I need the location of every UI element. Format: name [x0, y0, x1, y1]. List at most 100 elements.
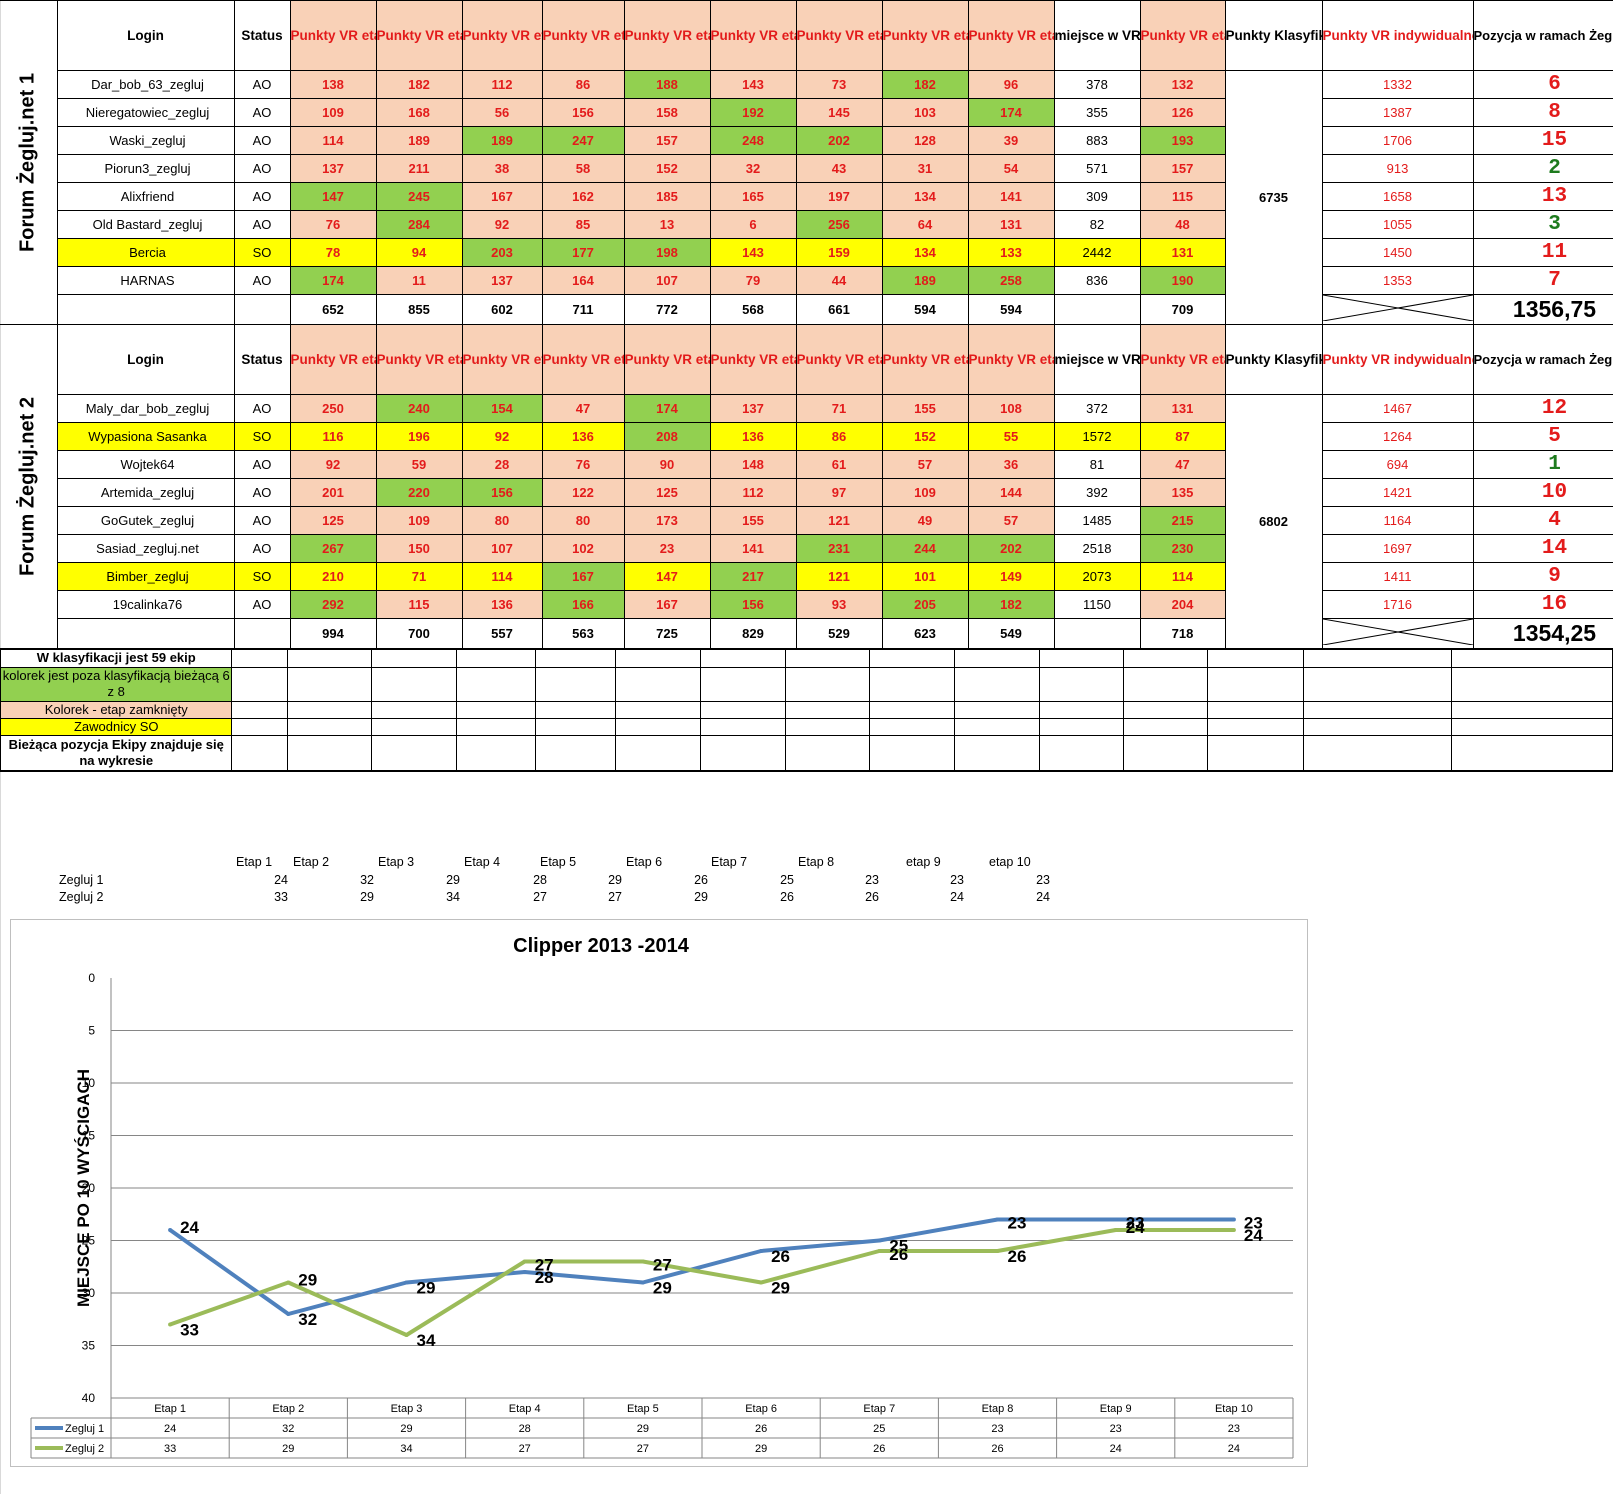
player-login[interactable]: Bercia	[56, 238, 235, 267]
stage-points: 202	[967, 534, 1055, 563]
empty-cell	[286, 666, 373, 702]
stage-points: 93	[795, 590, 883, 619]
y-tick-label: 15	[82, 1129, 96, 1143]
stage-points: 101	[881, 562, 969, 591]
player-login[interactable]: 19calinka76	[56, 590, 235, 619]
player-login[interactable]: Wojtek64	[56, 450, 235, 479]
position-header: Pozycja w ramach Żegluj (średnia liczona…	[1472, 0, 1613, 71]
place10-value: 2442	[1053, 238, 1141, 267]
mini-value: 29	[446, 873, 460, 887]
chart-title: Clipper 2013 -2014	[513, 935, 690, 957]
stage-total: 529	[795, 618, 883, 649]
data-label: 24	[1126, 1218, 1145, 1237]
player-row[interactable]: Waski_zegluj AO 114 189 189 247 157 248 202 128 39…	[0, 126, 1613, 155]
stage-points: 107	[623, 266, 711, 295]
stage-points: 284	[375, 210, 463, 239]
player-login[interactable]: Artemida_zegluj	[56, 478, 235, 507]
table-value: 23	[1228, 1423, 1240, 1435]
player-login[interactable]: Bimber_zegluj	[56, 562, 235, 591]
empty-cell	[869, 734, 956, 772]
stage-points: 136	[541, 422, 625, 451]
stage-points: 258	[967, 266, 1055, 295]
empty-cell	[1207, 717, 1304, 736]
chart-area[interactable]: Clipper 2013 -2014 MIEJSCE PO 10 WYŚCIGAC…	[10, 919, 1308, 1467]
mini-value: 26	[780, 890, 794, 904]
player-row[interactable]: HARNAS AO 174 11 137 164 107 79 44 189 258 836 190 13…	[0, 266, 1613, 295]
player-row[interactable]: Maly_dar_bob_zegluj AO 250 240 154 47 174 137 71…	[0, 394, 1613, 649]
stage-header: Punkty VR etap 5	[623, 324, 711, 395]
general-points: 6735	[1224, 70, 1323, 325]
player-row[interactable]: Dar_bob_63_zegluj AO 138 182 112 86 188 143 73 18…	[0, 70, 1613, 325]
player-login[interactable]: Wypasiona Sasanka	[56, 422, 235, 451]
stage-points: 55	[967, 422, 1055, 451]
y-tick-label: 10	[82, 1076, 96, 1090]
stage-points: 158	[623, 98, 711, 127]
individual-points: 1264	[1321, 422, 1474, 451]
player-login[interactable]: GoGutek_zegluj	[56, 506, 235, 535]
table-value: 28	[519, 1423, 531, 1435]
player-row[interactable]: 19calinka76 AO 292 115 136 166 167 156 93 205 182 1…	[0, 590, 1613, 619]
crossed-cell	[1321, 618, 1474, 649]
data-point	[286, 1280, 291, 1285]
stage10-points: 131	[1139, 238, 1226, 267]
data-point	[1113, 1228, 1118, 1232]
stage-points: 107	[461, 534, 543, 563]
player-row[interactable]: Old Bastard_zegluj AO 76 284 92 85 13 6 256 64 131…	[0, 210, 1613, 239]
stage-points: 90	[623, 450, 711, 479]
player-row[interactable]: Bercia SO 78 94 203 177 198 143 159 134 133 2442 131…	[0, 238, 1613, 267]
empty-cell	[371, 648, 457, 668]
stage-points: 182	[967, 590, 1055, 619]
stage-points: 54	[967, 154, 1055, 183]
stage-points: 86	[795, 422, 883, 451]
stage10-points: 126	[1139, 98, 1226, 127]
empty-cell	[1451, 734, 1613, 772]
player-login[interactable]: Waski_zegluj	[56, 126, 235, 155]
table-value: 25	[873, 1423, 885, 1435]
empty-cell	[1038, 700, 1125, 719]
stage-points: 58	[541, 154, 625, 183]
player-row[interactable]: Bimber_zegluj SO 210 71 114 167 147 217 121 101 14…	[0, 562, 1613, 591]
mini-value: 24	[274, 873, 288, 887]
player-login[interactable]: Piorun3_zegluj	[56, 154, 235, 183]
player-login[interactable]: Alixfriend	[56, 182, 235, 211]
player-row[interactable]: Nieregatowiec_zegluj AO 109 168 56 156 158 192 1…	[0, 98, 1613, 127]
player-row[interactable]: Artemida_zegluj AO 201 220 156 122 125 112 97 109…	[0, 478, 1613, 507]
individual-points: 1450	[1321, 238, 1474, 267]
player-login[interactable]: Dar_bob_63_zegluj	[56, 70, 235, 99]
data-label: 27	[535, 1256, 554, 1275]
stage-points: 134	[881, 238, 969, 267]
mini-header: etap 10	[989, 855, 1031, 869]
player-login[interactable]: Nieregatowiec_zegluj	[56, 98, 235, 127]
table-value: 26	[755, 1423, 767, 1435]
stage-total: 557	[461, 618, 543, 649]
general-points: 6802	[1224, 394, 1323, 649]
player-row[interactable]: Wojtek64 AO 92 59 28 76 90 148 61 57 36 81 47 694 1	[0, 450, 1613, 479]
data-point	[877, 1238, 882, 1243]
player-login[interactable]: HARNAS	[56, 266, 235, 295]
stage-points: 155	[709, 506, 797, 535]
empty-cell	[615, 666, 702, 702]
empty-cell	[231, 717, 288, 736]
empty-cell	[286, 734, 373, 772]
player-row[interactable]: Piorun3_zegluj AO 137 211 38 58 152 32 43 31 54 571…	[0, 154, 1613, 183]
empty-cell	[700, 700, 786, 719]
player-status: AO	[233, 534, 291, 563]
stage-total: 855	[375, 294, 463, 325]
team-name-cell: Forum Żegluj.net 1	[0, 0, 58, 325]
mini-header: Etap 7	[711, 855, 748, 869]
player-row[interactable]: Sasiad_zegluj.net AO 267 150 107 102 23 141 231 2…	[0, 534, 1613, 563]
player-login[interactable]: Maly_dar_bob_zegluj	[56, 394, 235, 423]
stage-total: 563	[541, 618, 625, 649]
player-row[interactable]: Wypasiona Sasanka SO 116 196 92 136 208 136 86 15…	[0, 422, 1613, 451]
player-login[interactable]: Old Bastard_zegluj	[56, 210, 235, 239]
player-login[interactable]: Sasiad_zegluj.net	[56, 534, 235, 563]
stage-header: Punkty VR etap 3	[461, 0, 543, 71]
series-line-1	[168, 1217, 1234, 1316]
player-row[interactable]: GoGutek_zegluj AO 125 109 80 80 173 155 121 49 57 1…	[0, 506, 1613, 535]
place10-value: 392	[1053, 478, 1141, 507]
place10-value: 571	[1053, 154, 1141, 183]
data-point	[1231, 1217, 1236, 1222]
stage-points: 47	[541, 394, 625, 423]
player-row[interactable]: Alixfriend AO 147 245 167 162 185 165 197 134 141 3…	[0, 182, 1613, 211]
stage-points: 28	[461, 450, 543, 479]
